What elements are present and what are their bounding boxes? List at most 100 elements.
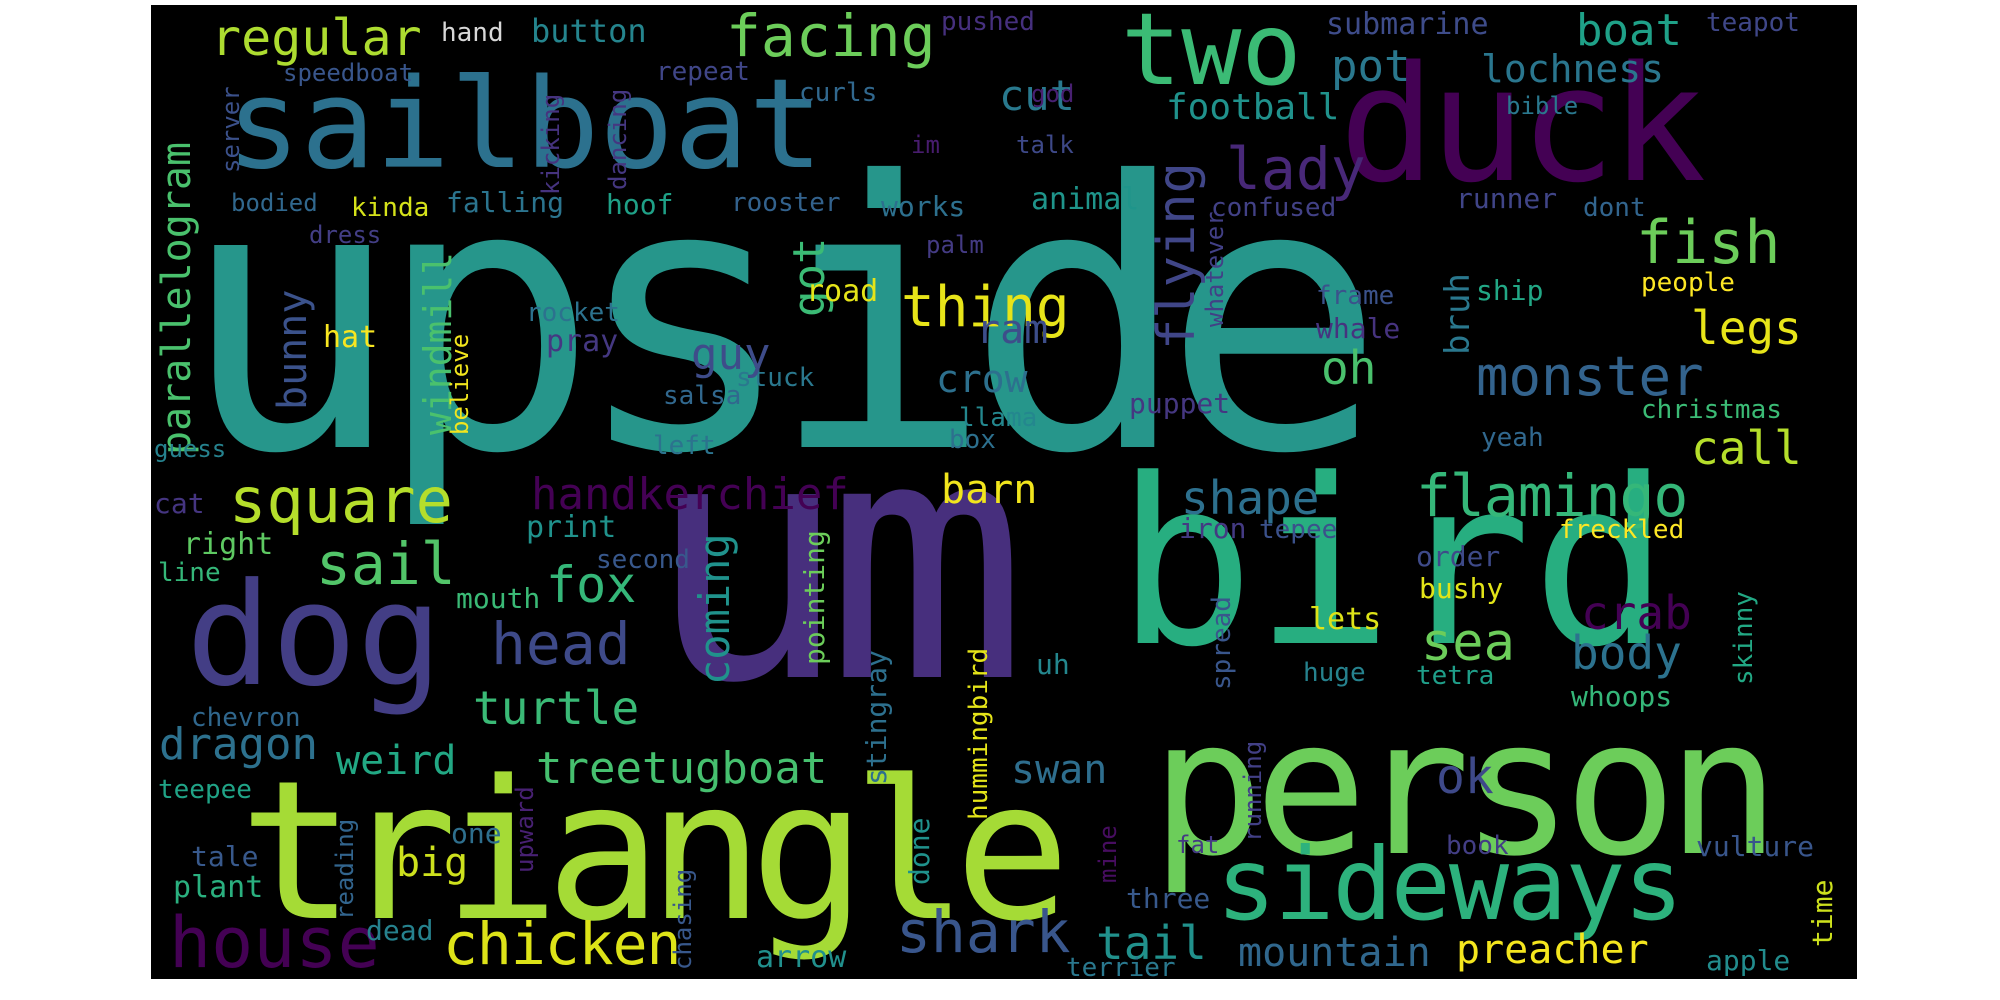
word-time: time: [1806, 879, 1839, 947]
word-palm: palm: [926, 231, 984, 259]
word-two: two: [1121, 5, 1302, 108]
word-shape: shape: [1181, 471, 1320, 525]
word-bird: bird: [1116, 431, 1670, 698]
word-teapot: teapot: [1706, 8, 1800, 38]
word-person: person: [1151, 679, 1780, 898]
word-bodied: bodied: [231, 189, 318, 217]
word-cat: cat: [154, 487, 205, 520]
word-works: works: [881, 190, 966, 223]
word-handkerchief: handkerchief: [531, 469, 849, 520]
word-mine: mine: [1094, 825, 1122, 883]
word-weird: weird: [336, 738, 457, 784]
word-kinda: kinda: [351, 193, 430, 223]
word-ok: ok: [1436, 749, 1494, 805]
word-hand: hand: [441, 18, 504, 48]
word-people: people: [1641, 268, 1735, 298]
word-tepee: tepee: [1259, 515, 1338, 545]
word-llama: llama: [959, 403, 1038, 433]
word-lady: lady: [1226, 135, 1366, 203]
word-thing: thing: [901, 275, 1070, 340]
word-big: big: [396, 840, 469, 886]
word-barn: barn: [941, 467, 1038, 513]
word-house: house: [169, 902, 380, 979]
word-sideways: sideways: [1216, 826, 1684, 943]
word-stingray: stingray: [860, 650, 893, 785]
word-coming: coming: [690, 533, 739, 685]
word-upward: upward: [511, 786, 539, 873]
word-flamingo: flamingo: [1416, 462, 1688, 530]
word-dead: dead: [366, 914, 434, 947]
word-duck: duck: [1339, 31, 1706, 218]
word-upside: upside: [179, 105, 1386, 535]
word-hoof: hoof: [606, 188, 674, 221]
word-chasing: chasing: [669, 868, 697, 970]
word-one: one: [451, 817, 502, 850]
word-dog: dog: [186, 553, 443, 718]
word-terrier: terrier: [1066, 953, 1176, 979]
word-iron: iron: [1179, 512, 1247, 545]
word-parallelogram: parallelogram: [154, 141, 200, 455]
word-oh: oh: [1321, 341, 1377, 395]
word-fish: fish: [1636, 208, 1781, 278]
word-reading: reading: [331, 818, 359, 920]
word-curls: curls: [799, 78, 878, 108]
word-road: road: [806, 274, 879, 309]
word-dress: dress: [309, 221, 382, 249]
word-tale: tale: [191, 840, 259, 873]
word-falling: falling: [446, 186, 565, 219]
word-kicking: kicking: [537, 93, 565, 195]
word-fat: fat: [1176, 831, 1220, 859]
word-treetugboat: treetugboat: [536, 743, 828, 794]
word-whoops: whoops: [1571, 680, 1673, 713]
word-dont: dont: [1583, 193, 1646, 223]
word-head: head: [491, 610, 631, 678]
word-order: order: [1416, 540, 1501, 573]
word-believe: believe: [446, 333, 474, 435]
word-bible: bible: [1506, 92, 1579, 120]
word-lets: lets: [1309, 602, 1382, 637]
word-ram: ram: [976, 307, 1049, 353]
word-confused: confused: [1211, 193, 1337, 223]
word-pot: pot: [1331, 41, 1411, 92]
word-chevron: chevron: [191, 703, 301, 733]
word-turtle: turtle: [473, 681, 640, 735]
word-crow: crow: [936, 357, 1028, 401]
word-call: call: [1691, 421, 1802, 475]
word-mouth: mouth: [456, 582, 541, 615]
word-cut: cut: [999, 71, 1075, 120]
word-legs: legs: [1691, 301, 1802, 355]
word-hat: hat: [323, 320, 378, 355]
word-line: line: [158, 558, 221, 588]
word-preacher: preacher: [1456, 927, 1649, 973]
word-plant: plant: [173, 870, 264, 905]
word-cloud: upside um bird triangle person sailboat …: [151, 5, 1857, 979]
word-spread: spread: [1207, 596, 1237, 690]
word-salsa: salsa: [663, 381, 742, 411]
word-ship: ship: [1476, 274, 1544, 307]
word-facing: facing: [726, 5, 936, 70]
word-sea: sea: [1421, 613, 1515, 673]
word-dancing: dancing: [604, 88, 632, 190]
word-yeah: yeah: [1481, 423, 1544, 453]
word-fox: fox: [546, 556, 637, 614]
word-sail: sail: [316, 530, 456, 598]
word-tetra: tetra: [1416, 661, 1495, 691]
word-dragon: dragon: [159, 719, 318, 770]
word-huge: huge: [1303, 658, 1366, 688]
word-box: box: [949, 425, 996, 455]
word-frame: frame: [1316, 281, 1395, 311]
word-animal: animal: [1031, 182, 1140, 217]
word-talk: talk: [1016, 131, 1074, 159]
word-triangle: triangle: [239, 739, 1071, 964]
word-stuck: stuck: [736, 363, 815, 393]
word-sailboat: sailboat: [226, 53, 824, 197]
word-pushed: pushed: [941, 7, 1035, 37]
word-vulture: vulture: [1696, 830, 1815, 863]
word-im: im: [911, 131, 940, 159]
word-body: body: [1571, 626, 1682, 680]
word-rocket: rocket: [526, 298, 620, 328]
word-apple: apple: [1706, 944, 1791, 977]
word-book: book: [1446, 831, 1509, 861]
word-runner: runner: [1456, 182, 1558, 215]
word-bunny: bunny: [270, 289, 316, 410]
